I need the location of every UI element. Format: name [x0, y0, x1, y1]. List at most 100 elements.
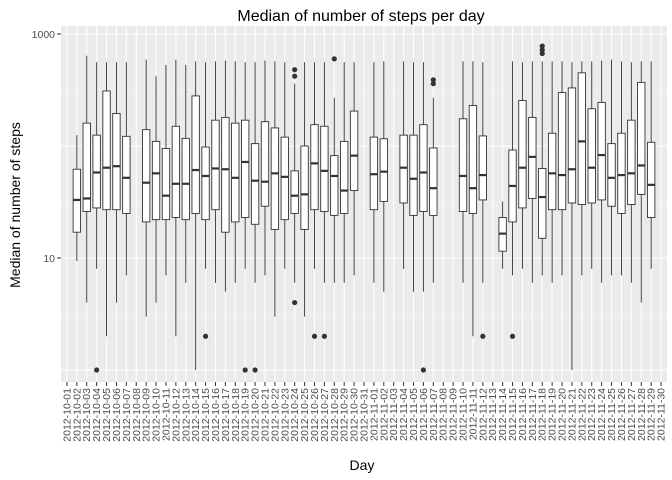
box-body [468, 105, 478, 214]
x-tick-label: 2012-11-04 [398, 388, 410, 441]
box-body [538, 168, 547, 239]
x-tick-label: 2012-10-02 [71, 388, 83, 442]
x-tick-label: 2012-10-31 [359, 388, 371, 442]
x-tick-label: 2012-11-25 [606, 388, 618, 441]
x-axis-title: Day [350, 457, 375, 473]
box-body [478, 135, 487, 201]
x-tick-label: 2012-11-20 [557, 388, 569, 441]
box-body [122, 135, 131, 214]
box-2012-10-17 [221, 60, 230, 292]
box-body [241, 119, 250, 218]
outlier-point [242, 367, 248, 373]
box-2012-11-16 [518, 62, 527, 269]
box-2012-10-05 [102, 62, 111, 337]
box-2012-11-24 [597, 60, 606, 283]
box-body [637, 81, 646, 195]
box-2012-10-09 [141, 59, 151, 317]
x-tick-label: 2012-11-21 [566, 388, 578, 441]
x-tick-label: 2012-10-06 [111, 388, 123, 442]
outlier-point [480, 333, 486, 339]
x-tick-label: 2012-10-07 [121, 388, 133, 442]
box-2012-11-27 [627, 62, 636, 283]
box-2012-11-12 [478, 62, 487, 339]
box-body [627, 119, 636, 206]
x-tick-label: 2012-10-16 [210, 388, 222, 442]
box-2012-10-21 [260, 60, 270, 276]
x-tick-label: 2012-11-09 [448, 388, 460, 441]
outlier-point [94, 367, 100, 373]
x-tick-label: 2012-11-10 [458, 388, 470, 441]
outlier-point [252, 367, 258, 373]
box-body [547, 132, 557, 211]
x-tick-label: 2012-11-24 [596, 388, 608, 441]
x-tick-label: 2012-11-27 [626, 388, 638, 441]
box-2012-10-15 [201, 62, 210, 339]
box-2012-10-29 [340, 62, 349, 283]
box-body [587, 108, 596, 204]
box-2012-10-19 [241, 62, 250, 373]
x-tick-label: 2012-11-01 [368, 388, 380, 441]
outlier-point [539, 43, 545, 49]
box-body [617, 132, 626, 214]
box-2012-11-23 [587, 61, 596, 269]
box-body [577, 72, 587, 206]
box-body [310, 124, 319, 211]
y-axis-title: Median of number of steps [7, 122, 23, 288]
x-tick-label: 2012-11-17 [527, 388, 539, 441]
box-2012-10-13 [181, 64, 190, 283]
outlier-point [509, 333, 516, 339]
box-body [458, 118, 468, 212]
x-tick-label: 2012-11-12 [477, 388, 489, 441]
x-tick-label: 2012-11-03 [388, 388, 400, 441]
x-tick-label: 2012-10-17 [220, 388, 232, 442]
x-tick-label: 2012-10-10 [151, 388, 163, 442]
x-tick-label: 2012-10-24 [289, 388, 301, 442]
box-body [250, 143, 260, 225]
x-tick-label: 2012-10-05 [101, 388, 113, 442]
box-body [171, 125, 181, 218]
x-tick-label: 2012-10-15 [200, 388, 212, 442]
box-2012-11-10 [458, 61, 468, 283]
box-2012-10-26 [310, 62, 319, 339]
x-tick-label: 2012-10-11 [160, 388, 172, 441]
outlier-point [420, 367, 427, 373]
y-axis: 10 1000 [32, 29, 61, 265]
outlier-point [331, 56, 337, 62]
x-tick-label: 2012-10-25 [299, 388, 311, 442]
box-2012-10-24 [290, 67, 299, 306]
x-tick-label: 2012-11-29 [646, 388, 658, 441]
y-tick-label: 10 [43, 253, 55, 265]
box-body [607, 143, 616, 207]
box-body [557, 92, 567, 211]
x-tick-label: 2012-11-16 [517, 388, 529, 441]
outlier-point [292, 73, 298, 79]
box-2012-10-28 [330, 56, 339, 283]
box-body [409, 134, 418, 216]
x-tick-label: 2012-10-03 [81, 388, 93, 442]
box-body [429, 147, 438, 216]
x-tick-label: 2012-11-05 [408, 388, 420, 441]
x-tick-label: 2012-11-08 [438, 388, 450, 441]
outlier-point [430, 77, 436, 83]
x-tick-label: 2012-10-13 [180, 388, 192, 442]
x-tick-label: 2012-11-13 [487, 388, 499, 441]
box-body [280, 136, 289, 221]
box-body [597, 101, 606, 201]
box-body [102, 90, 111, 211]
box-2012-11-01 [369, 62, 379, 283]
box-2012-10-11 [161, 64, 171, 276]
x-tick-label: 2012-11-28 [636, 388, 648, 441]
box-body [112, 113, 121, 211]
box-body [290, 170, 299, 214]
box-body [201, 146, 210, 221]
x-tick-label: 2012-10-26 [309, 388, 321, 442]
x-tick-label: 2012-11-19 [547, 388, 559, 441]
outlier-point [311, 333, 318, 339]
box-body [399, 134, 408, 204]
x-tick-label: 2012-11-02 [378, 388, 390, 441]
box-body [141, 129, 151, 223]
box-2012-11-28 [637, 61, 646, 303]
x-tick-label: 2012-10-19 [240, 388, 252, 442]
box-body [151, 140, 161, 221]
box-2012-10-14 [191, 61, 200, 370]
